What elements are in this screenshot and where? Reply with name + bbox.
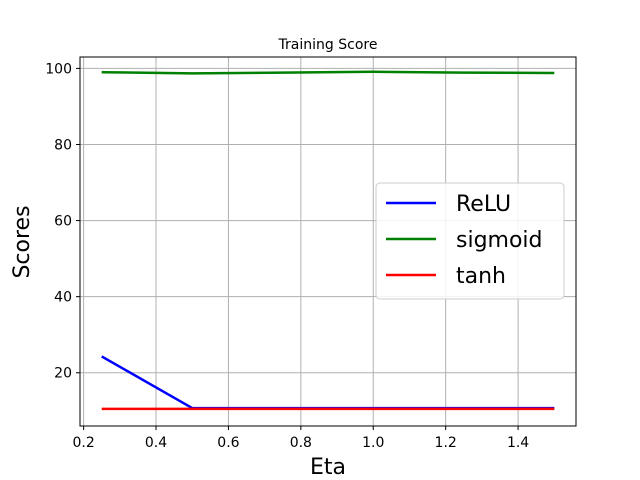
y-tick-label: 40 [54,290,72,306]
x-tick-label: 0.4 [145,435,167,451]
y-tick-label: 80 [54,137,72,153]
y-tick-label: 100 [45,61,72,77]
x-tick-label: 1.2 [435,435,457,451]
plot-frame [79,56,577,427]
legend: ReLU sigmoid tanh [375,182,565,300]
series-line-relu [101,355,555,410]
legend-label-relu: ReLU [456,192,511,217]
y-axis-label: Scores [10,205,35,278]
axis-ticks: 0.2 0.4 0.6 0.8 1.0 1.2 1.4 20 40 60 80 100 [45,61,529,451]
series-line-sigmoid [101,70,555,75]
x-axis-label: Eta [310,455,346,476]
y-tick-label: 60 [54,214,72,230]
legend-box [375,182,565,300]
x-tick-label: 0.8 [290,435,312,451]
legend-label-sigmoid: sigmoid [456,228,543,253]
x-tick-label: 1.4 [507,435,529,451]
series-layer [101,70,555,411]
chart-title: Training Score [278,37,378,53]
x-tick-label: 0.6 [217,435,239,451]
legend-label-tanh: tanh [456,264,506,289]
x-tick-label: 1.0 [362,435,384,451]
y-tick-label: 20 [54,366,72,382]
x-tick-label: 0.2 [72,435,94,451]
